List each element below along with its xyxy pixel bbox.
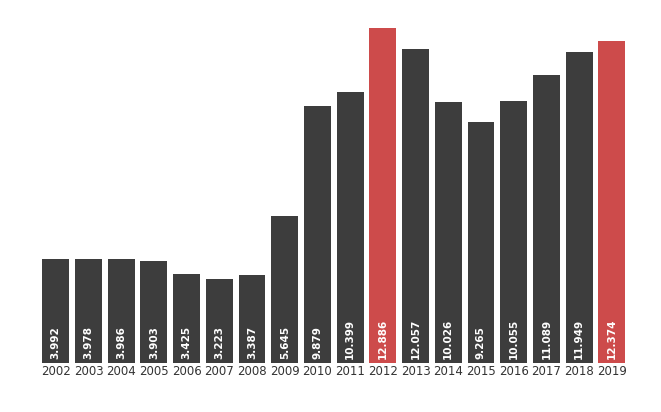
- Text: 3.387: 3.387: [247, 325, 257, 359]
- Text: 12.057: 12.057: [410, 318, 420, 359]
- Bar: [369, 28, 397, 363]
- Text: 3.986: 3.986: [116, 326, 126, 359]
- Bar: [500, 101, 527, 363]
- Bar: [42, 259, 69, 363]
- Bar: [402, 49, 429, 363]
- Bar: [108, 259, 135, 363]
- Text: 3.903: 3.903: [149, 326, 159, 359]
- Text: 5.645: 5.645: [280, 325, 290, 359]
- Bar: [239, 274, 266, 363]
- Text: 9.879: 9.879: [313, 326, 323, 359]
- Bar: [173, 274, 200, 363]
- Text: 3.992: 3.992: [51, 326, 61, 359]
- Text: 3.223: 3.223: [214, 325, 224, 359]
- Text: 12.374: 12.374: [607, 318, 617, 359]
- Text: 11.089: 11.089: [541, 318, 551, 359]
- Bar: [271, 216, 298, 363]
- Text: 10.399: 10.399: [345, 318, 355, 359]
- Text: 3.978: 3.978: [83, 325, 93, 359]
- Bar: [566, 52, 592, 363]
- Text: 12.886: 12.886: [378, 318, 388, 359]
- Text: 9.265: 9.265: [476, 326, 486, 359]
- Bar: [336, 92, 364, 363]
- Bar: [533, 75, 560, 363]
- Text: 3.425: 3.425: [182, 325, 192, 359]
- Bar: [206, 279, 233, 363]
- Bar: [304, 106, 331, 363]
- Bar: [141, 261, 167, 363]
- Text: 11.949: 11.949: [574, 318, 584, 359]
- Text: 10.055: 10.055: [509, 318, 519, 359]
- Bar: [598, 41, 625, 363]
- Bar: [435, 102, 461, 363]
- Bar: [467, 122, 494, 363]
- Text: 10.026: 10.026: [444, 318, 453, 359]
- Bar: [75, 259, 102, 363]
